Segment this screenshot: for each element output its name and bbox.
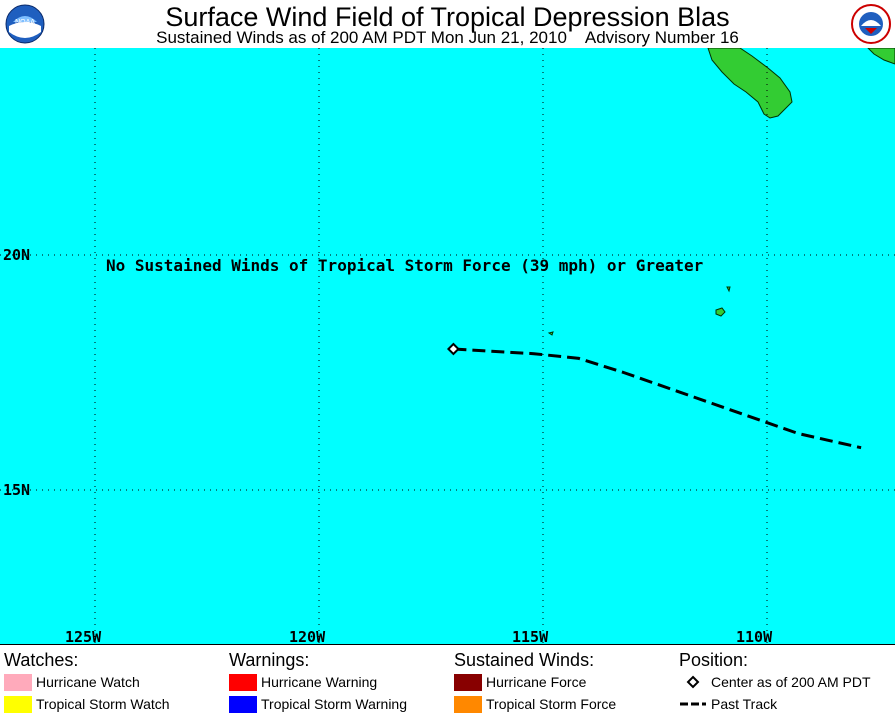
hurricane-warning-swatch (229, 674, 257, 691)
header: NOAA Surface Wind Field of Tropical Depr… (0, 0, 895, 48)
hurricane-watch-swatch (4, 674, 32, 691)
legend-watches: Watches: Hurricane Watch Tropical Storm … (4, 649, 170, 715)
tropical-storm-watch-swatch (4, 696, 32, 713)
tropical-storm-force-label: Tropical Storm Force (486, 696, 617, 712)
legend-heading-sustained-winds: Sustained Winds: (454, 650, 595, 670)
hurricane-force-label: Hurricane Force (486, 674, 587, 690)
hurricane-watch-label: Hurricane Watch (36, 674, 140, 690)
center-position-label: Center as of 200 AM PDT (711, 674, 871, 690)
legend-item-tropical-storm-watch: Tropical Storm Watch (4, 693, 170, 715)
nws-logo (851, 4, 891, 44)
no-winds-note: No Sustained Winds of Tropical Storm For… (106, 256, 704, 275)
map-subtitle: Sustained Winds as of 200 AM PDT Mon Jun… (156, 28, 739, 47)
legend-heading-watches: Watches: (4, 650, 79, 670)
legend-item-tropical-storm-warning: Tropical Storm Warning (229, 693, 407, 715)
legend-warnings: Warnings: Hurricane Warning Tropical Sto… (229, 649, 407, 715)
land-socorro-island (715, 307, 726, 317)
map-area: 20N 15N 125W 120W 115W 110W No Sustained… (0, 48, 895, 644)
map-title: Surface Wind Field of Tropical Depressio… (165, 2, 730, 32)
legend-item-hurricane-watch: Hurricane Watch (4, 671, 140, 693)
tropical-storm-warning-swatch (229, 696, 257, 713)
storm-center-diamond-icon (446, 342, 460, 356)
legend-heading-position: Position: (679, 650, 749, 670)
tropical-storm-force-swatch (454, 696, 482, 713)
legend-item-hurricane-warning: Hurricane Warning (229, 671, 377, 693)
legend-item-hurricane-force: Hurricane Force (454, 671, 594, 693)
legend-position: Position: Center as of 200 AM PDT Past T… (679, 649, 871, 715)
legend-item-past-track: Past Track (679, 693, 777, 715)
legend: Watches: Hurricane Watch Tropical Storm … (0, 644, 895, 717)
noaa-logo: NOAA (5, 4, 45, 44)
land-baja-east (867, 48, 895, 65)
tropical-storm-warning-label: Tropical Storm Warning (261, 696, 408, 712)
lon-label-110w: 110W (736, 628, 773, 644)
dashed-line-icon (680, 702, 706, 706)
hurricane-warning-label: Hurricane Warning (261, 674, 378, 690)
lon-label-125w: 125W (65, 628, 102, 644)
legend-heading-warnings: Warnings: (229, 650, 310, 670)
past-track-line (453, 347, 862, 450)
noaa-logo-text: NOAA (15, 19, 35, 26)
map-canvas (0, 48, 895, 644)
land-san-benedicto-island (726, 286, 731, 293)
legend-sustained-winds: Sustained Winds: Hurricane Force Tropica… (454, 649, 616, 715)
lon-label-115w: 115W (512, 628, 549, 644)
lon-label-120w: 120W (289, 628, 326, 644)
land-baja-california (707, 48, 793, 119)
past-track-label: Past Track (711, 696, 778, 712)
diamond-icon (686, 675, 700, 689)
legend-item-center: Center as of 200 AM PDT (679, 671, 871, 693)
land-clarion-island (547, 331, 554, 336)
tropical-storm-watch-label: Tropical Storm Watch (36, 696, 170, 712)
lat-label-20n: 20N (3, 246, 31, 264)
legend-item-tropical-storm-force: Tropical Storm Force (454, 693, 616, 715)
graticule (0, 48, 895, 644)
lat-label-15n: 15N (3, 481, 31, 499)
hurricane-force-swatch (454, 674, 482, 691)
